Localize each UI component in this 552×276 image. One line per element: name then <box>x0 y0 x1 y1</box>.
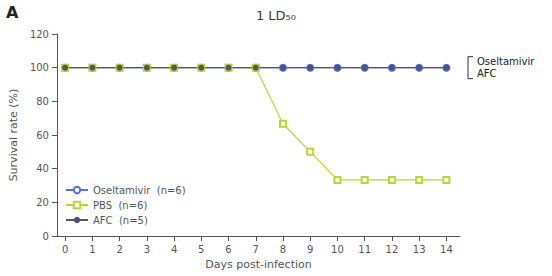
svg-text:9: 9 <box>307 244 313 255</box>
svg-text:Survival rate (%): Survival rate (%) <box>7 89 20 182</box>
svg-text:40: 40 <box>36 163 49 174</box>
svg-text:Days post-infection: Days post-infection <box>205 258 311 271</box>
svg-text:60: 60 <box>36 130 49 141</box>
svg-text:5: 5 <box>198 244 204 255</box>
svg-text:14: 14 <box>440 244 453 255</box>
svg-text:6: 6 <box>225 244 231 255</box>
svg-text:PBS (n=6): PBS (n=6) <box>93 200 147 211</box>
svg-text:0: 0 <box>43 231 49 242</box>
svg-text:AFC (n=5): AFC (n=5) <box>93 215 148 226</box>
svg-text:10: 10 <box>331 244 344 255</box>
svg-text:A: A <box>6 3 19 22</box>
svg-text:11: 11 <box>358 244 371 255</box>
svg-text:1 LD₅₀: 1 LD₅₀ <box>256 8 296 23</box>
svg-text:13: 13 <box>413 244 426 255</box>
svg-text:20: 20 <box>36 197 49 208</box>
svg-text:AFC: AFC <box>477 68 497 79</box>
svg-text:0: 0 <box>62 244 68 255</box>
svg-text:100: 100 <box>30 62 49 73</box>
svg-text:Oseltamivir (n=6): Oseltamivir (n=6) <box>93 185 186 196</box>
svg-text:7: 7 <box>253 244 259 255</box>
svg-text:12: 12 <box>386 244 399 255</box>
svg-text:8: 8 <box>280 244 286 255</box>
svg-text:2: 2 <box>116 244 122 255</box>
svg-text:1: 1 <box>89 244 95 255</box>
svg-text:Oseltamivir: Oseltamivir <box>477 56 535 67</box>
svg-text:3: 3 <box>144 244 150 255</box>
svg-text:80: 80 <box>36 96 49 107</box>
svg-text:120: 120 <box>30 29 49 40</box>
svg-text:4: 4 <box>171 244 177 255</box>
